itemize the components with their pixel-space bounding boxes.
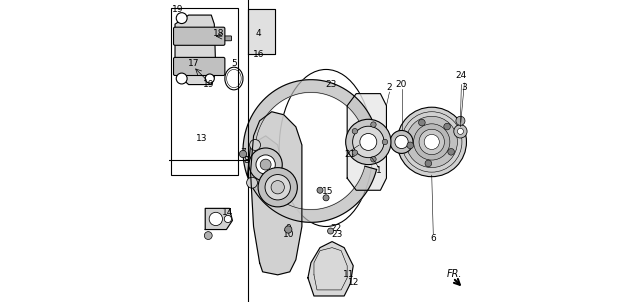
Text: 7: 7 [240, 148, 246, 157]
FancyBboxPatch shape [173, 57, 225, 76]
Text: 21: 21 [344, 149, 356, 159]
Text: FR.: FR. [447, 269, 462, 279]
Text: 1: 1 [376, 166, 382, 175]
Circle shape [456, 116, 465, 125]
Text: 18: 18 [213, 29, 225, 38]
Circle shape [352, 128, 358, 134]
Polygon shape [248, 9, 275, 54]
Circle shape [239, 150, 246, 158]
Circle shape [209, 212, 223, 226]
Circle shape [425, 160, 431, 167]
Polygon shape [175, 15, 216, 85]
Text: 23: 23 [325, 80, 336, 89]
Circle shape [317, 187, 323, 193]
Circle shape [352, 150, 358, 156]
Text: 13: 13 [196, 134, 207, 143]
Circle shape [323, 195, 329, 201]
Circle shape [448, 149, 454, 155]
Bar [170, 8, 239, 175]
Polygon shape [248, 136, 284, 196]
Polygon shape [308, 242, 353, 296]
FancyBboxPatch shape [173, 27, 225, 45]
Circle shape [271, 181, 284, 194]
Circle shape [249, 148, 282, 181]
Circle shape [353, 126, 384, 158]
Circle shape [328, 228, 333, 234]
Circle shape [382, 139, 388, 145]
Circle shape [176, 73, 187, 84]
Circle shape [224, 215, 232, 223]
Circle shape [246, 177, 257, 188]
Text: 2: 2 [387, 83, 392, 92]
Text: 8: 8 [243, 156, 249, 165]
Text: 14: 14 [222, 208, 234, 217]
Text: 5: 5 [231, 59, 237, 68]
Circle shape [360, 133, 377, 150]
FancyBboxPatch shape [214, 36, 232, 41]
Circle shape [371, 122, 376, 127]
Circle shape [424, 134, 439, 149]
Circle shape [419, 119, 425, 126]
Circle shape [346, 119, 391, 165]
Circle shape [407, 142, 413, 149]
Circle shape [371, 157, 376, 162]
Circle shape [397, 107, 467, 177]
Circle shape [454, 125, 467, 138]
Text: 9: 9 [285, 223, 291, 233]
Text: 23: 23 [332, 230, 343, 239]
Circle shape [265, 175, 291, 200]
Text: 19: 19 [203, 80, 214, 89]
Circle shape [419, 129, 444, 155]
Circle shape [413, 124, 450, 160]
Circle shape [204, 232, 212, 239]
Polygon shape [243, 80, 376, 222]
Text: 19: 19 [172, 5, 183, 14]
Circle shape [260, 159, 271, 170]
Text: 10: 10 [282, 230, 294, 239]
Circle shape [395, 135, 408, 149]
Text: 12: 12 [348, 278, 359, 287]
Text: 24: 24 [456, 71, 467, 80]
Text: 20: 20 [396, 80, 407, 89]
Circle shape [205, 74, 214, 83]
Polygon shape [347, 94, 387, 190]
Polygon shape [250, 112, 302, 275]
Circle shape [458, 128, 463, 134]
Text: 6: 6 [430, 234, 436, 243]
Text: 16: 16 [253, 50, 265, 59]
Circle shape [256, 155, 275, 174]
Circle shape [285, 226, 292, 233]
Circle shape [250, 140, 260, 150]
Text: 22: 22 [330, 223, 341, 233]
Circle shape [406, 116, 458, 168]
Circle shape [258, 168, 298, 207]
Text: 3: 3 [461, 83, 467, 92]
Circle shape [444, 123, 451, 130]
Polygon shape [205, 208, 232, 230]
Text: 11: 11 [343, 270, 355, 279]
Text: 15: 15 [322, 187, 333, 196]
FancyBboxPatch shape [196, 69, 213, 74]
Text: 4: 4 [255, 29, 261, 38]
Circle shape [390, 130, 413, 153]
Text: 17: 17 [188, 59, 200, 68]
Circle shape [176, 13, 187, 24]
